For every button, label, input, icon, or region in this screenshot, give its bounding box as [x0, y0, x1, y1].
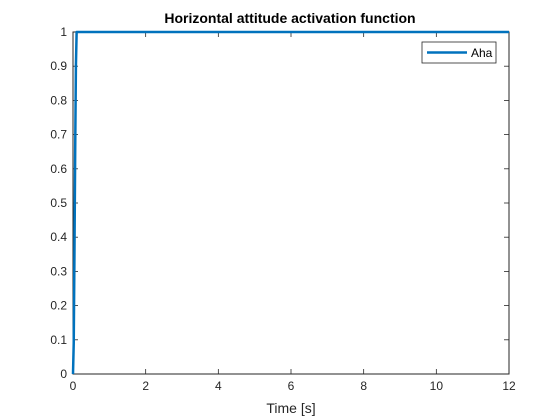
y-tick-label: 0.8	[50, 93, 67, 107]
legend-label-aha: Aha	[471, 46, 493, 60]
x-tick-label: 4	[215, 379, 222, 393]
y-tick-label: 0.1	[50, 333, 67, 347]
x-tick-label: 8	[360, 379, 367, 393]
x-tick-label: 12	[502, 379, 516, 393]
series-layer	[71, 30, 509, 375]
x-tick-label: 0	[70, 379, 77, 393]
legend: Aha	[421, 41, 497, 64]
y-axis: 0 0.1 0.2 0.3 0.4 0.5 0.6 0.7 0.8 0.9 1	[50, 25, 509, 381]
x-axis: 0 2 4 6 8 10 12	[70, 32, 516, 393]
x-tick-label: 2	[142, 379, 149, 393]
y-tick-label: 0.5	[50, 196, 67, 210]
plot-area	[72, 31, 510, 375]
series-line-aha	[71, 30, 509, 375]
y-tick-label: 0	[60, 367, 67, 381]
y-tick-label: 0.6	[50, 162, 67, 176]
y-tick-label: 0.3	[50, 264, 67, 278]
chart-title: Horizontal attitude activation function	[164, 10, 415, 26]
y-tick-label: 0.4	[50, 230, 67, 244]
y-tick-label: 0.2	[50, 299, 67, 313]
x-axis-label: Time [s]	[266, 400, 315, 416]
y-tick-label: 0.7	[50, 128, 67, 142]
plot-frame	[72, 31, 510, 375]
x-tick-label: 6	[288, 379, 295, 393]
x-tick-label: 10	[430, 379, 444, 393]
y-tick-label: 1	[60, 25, 67, 39]
y-tick-label: 0.9	[50, 59, 67, 73]
